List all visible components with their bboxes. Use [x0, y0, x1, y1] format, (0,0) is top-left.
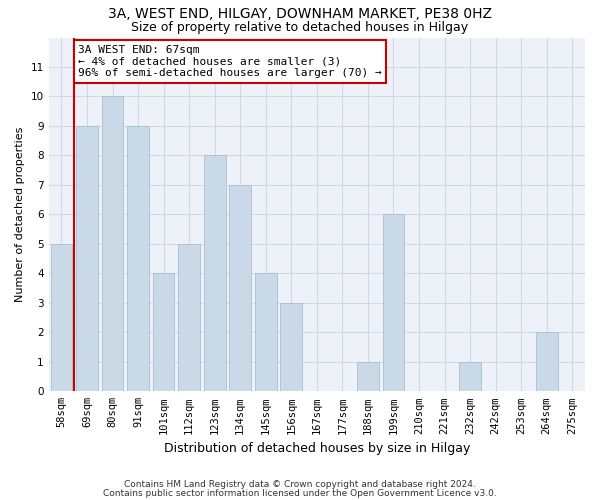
Bar [383, 214, 404, 392]
Bar [178, 244, 200, 392]
Text: 3A, WEST END, HILGAY, DOWNHAM MARKET, PE38 0HZ: 3A, WEST END, HILGAY, DOWNHAM MARKET, PE… [108, 8, 492, 22]
Bar [76, 126, 98, 392]
Bar [357, 362, 379, 392]
Text: Contains public sector information licensed under the Open Government Licence v3: Contains public sector information licen… [103, 489, 497, 498]
Text: Size of property relative to detached houses in Hilgay: Size of property relative to detached ho… [131, 21, 469, 34]
Text: Contains HM Land Registry data © Crown copyright and database right 2024.: Contains HM Land Registry data © Crown c… [124, 480, 476, 489]
Bar [459, 362, 481, 392]
X-axis label: Distribution of detached houses by size in Hilgay: Distribution of detached houses by size … [164, 442, 470, 455]
Bar [101, 96, 124, 392]
Y-axis label: Number of detached properties: Number of detached properties [15, 126, 25, 302]
Bar [229, 185, 251, 392]
Bar [204, 156, 226, 392]
Text: 3A WEST END: 67sqm
← 4% of detached houses are smaller (3)
96% of semi-detached : 3A WEST END: 67sqm ← 4% of detached hous… [78, 45, 382, 78]
Bar [153, 274, 175, 392]
Bar [127, 126, 149, 392]
Bar [280, 303, 302, 392]
Bar [536, 332, 557, 392]
Bar [255, 274, 277, 392]
Bar [50, 244, 72, 392]
